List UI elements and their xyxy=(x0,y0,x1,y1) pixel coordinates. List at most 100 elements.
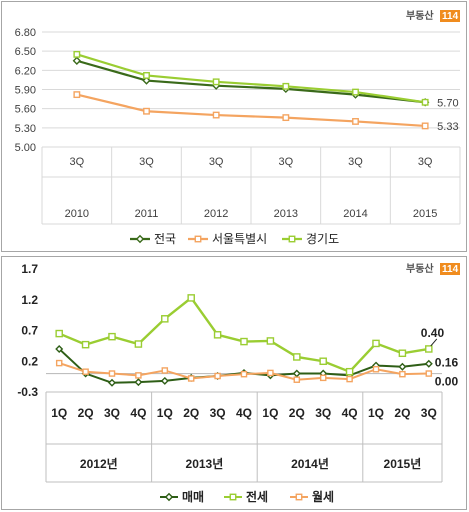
data-point xyxy=(425,370,433,377)
data-point xyxy=(345,367,354,376)
logo-number: 114 xyxy=(442,11,459,22)
data-point xyxy=(135,372,142,379)
data-point xyxy=(187,294,195,302)
data-point xyxy=(72,56,82,65)
data-point xyxy=(372,365,380,373)
data-point xyxy=(293,353,301,361)
logo-text: 부동산 xyxy=(406,262,434,275)
y-tick-label: 5.00 xyxy=(15,142,36,154)
data-point xyxy=(398,349,407,358)
data-point xyxy=(399,370,406,378)
data-point xyxy=(240,370,248,378)
data-point xyxy=(424,359,433,368)
y-tick-label: 5.30 xyxy=(15,123,36,135)
data-point xyxy=(108,370,116,377)
series-0 xyxy=(55,344,433,387)
data-point xyxy=(292,369,301,378)
data-label: 5.70 xyxy=(437,97,458,109)
data-point xyxy=(160,376,169,385)
data-point xyxy=(55,344,64,353)
data-point xyxy=(352,88,359,96)
x-year-label: 2011 xyxy=(135,208,159,220)
x-tick-label: 2Q xyxy=(78,406,94,420)
legend-label: 경기도 xyxy=(306,232,339,246)
top-line-chart: 부동산 114 6.80 6.50 6.20 5.90 5.60 5.30 5.00 3Q 20… xyxy=(15,9,461,246)
data-point xyxy=(134,378,143,387)
y-tick-label: 5.90 xyxy=(15,85,36,97)
y-tick-label: 1.7 xyxy=(21,262,38,276)
y-tick-label: 5.60 xyxy=(15,104,36,116)
x-year-label: 2015 xyxy=(413,208,437,220)
plot-area: 1.7 1.2 0.7 0.2 -0.3 1Q 2Q 3Q 4Q 1Q 2Q 3Q 4Q 1Q 2Q 3Q 4Q… xyxy=(17,262,458,504)
y-tick-label: -0.3 xyxy=(17,385,38,399)
data-point xyxy=(421,98,429,106)
data-point xyxy=(214,372,221,380)
plot-area: 6.80 6.50 6.20 5.90 5.60 5.30 5.00 3Q 2010 3Q 2011… xyxy=(15,27,461,246)
data-point xyxy=(352,118,359,125)
data-point xyxy=(346,375,353,383)
x-tick-label: 3Q xyxy=(421,406,437,420)
legend-label: 매매 xyxy=(182,489,204,504)
data-point xyxy=(161,315,169,323)
logo-number: 114 xyxy=(442,264,459,275)
data-point xyxy=(240,337,248,346)
data-point xyxy=(421,122,429,130)
x-tick-label: 4Q xyxy=(130,406,146,420)
data-point xyxy=(108,332,116,341)
legend-label: 전국 xyxy=(154,232,176,246)
x-tick-label: 3Q xyxy=(139,156,154,168)
series-0 xyxy=(72,56,430,107)
legend-label: 월세 xyxy=(312,489,334,504)
legend-marker xyxy=(295,493,303,501)
data-point xyxy=(134,340,143,348)
data-point xyxy=(319,357,327,366)
data-point xyxy=(55,359,63,367)
x-tick-label: 3Q xyxy=(278,156,293,168)
y-tick-label: 0.7 xyxy=(21,324,38,338)
x-tick-label: 1Q xyxy=(368,406,384,420)
data-label: 0.40 xyxy=(421,326,445,340)
y-tick-label: 6.50 xyxy=(15,46,36,58)
data-point xyxy=(143,72,150,79)
y-tick-label: 1.2 xyxy=(21,293,38,307)
data-point xyxy=(425,345,433,353)
data-point xyxy=(398,362,407,371)
y-tick-label: 0.2 xyxy=(21,354,38,368)
x-tick-label: 3Q xyxy=(104,406,120,420)
x-year-label: 2013년 xyxy=(186,457,224,471)
x-year-label: 2010 xyxy=(65,208,89,220)
logo-badge xyxy=(440,10,460,22)
legend: 매매 전세 월세 xyxy=(160,489,334,504)
data-point xyxy=(213,331,222,339)
data-point xyxy=(282,82,290,90)
legend: 전국 서울특별시 경기도 xyxy=(130,232,339,246)
data-point xyxy=(372,339,380,348)
data-point xyxy=(161,367,169,374)
data-point xyxy=(82,368,89,375)
x-tick-label: 1Q xyxy=(262,406,278,420)
series-1 xyxy=(55,294,433,376)
data-point xyxy=(73,91,81,99)
x-year-label: 2015년 xyxy=(384,457,422,471)
x-tick-label: 2Q xyxy=(394,406,410,420)
chart-panel-bottom: 부동산 114 1.7 1.2 0.7 0.2 -0.3 1Q 2Q 3Q 4Q 1Q 2Q 3Q 4Q… xyxy=(1,256,467,510)
x-tick-label: 3Q xyxy=(315,406,331,420)
x-tick-label: 3Q xyxy=(418,156,433,168)
data-label: 5.33 xyxy=(437,121,458,133)
y-tick-label: 6.80 xyxy=(15,27,36,39)
bottom-line-chart: 부동산 114 1.7 1.2 0.7 0.2 -0.3 1Q 2Q 3Q 4Q 1Q 2Q 3Q 4Q… xyxy=(17,262,460,504)
data-point xyxy=(282,114,290,122)
logo: 부동산 114 xyxy=(406,262,460,275)
data-label-leader xyxy=(430,338,438,347)
y-tick-label: 6.20 xyxy=(15,65,36,77)
x-year-label: 2012 xyxy=(204,208,228,220)
x-tick-label: 1Q xyxy=(157,406,173,420)
x-tick-label: 1Q xyxy=(51,406,67,420)
data-label: 0.16 xyxy=(435,356,459,370)
data-point xyxy=(73,50,81,58)
logo: 부동산 114 xyxy=(406,9,460,22)
x-tick-label: 4Q xyxy=(342,406,358,420)
data-point xyxy=(266,337,275,345)
x-year-label: 2012년 xyxy=(80,457,118,471)
data-point xyxy=(212,111,220,119)
